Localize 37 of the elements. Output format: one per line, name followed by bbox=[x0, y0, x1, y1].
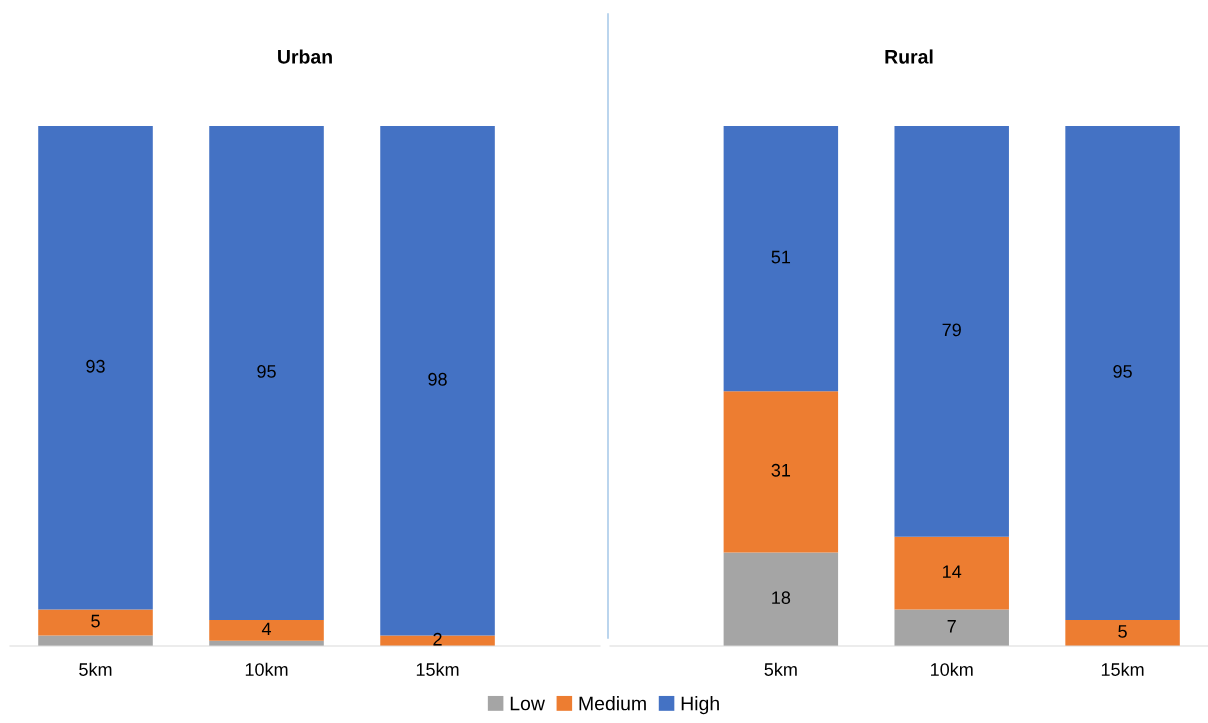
bar bbox=[894, 126, 1009, 537]
bar bbox=[723, 552, 839, 646]
bar bbox=[1065, 620, 1180, 646]
legend-label: High bbox=[681, 696, 719, 715]
data-label: 95 bbox=[1113, 365, 1132, 378]
data-label: 79 bbox=[942, 323, 961, 337]
chart-title: Rural bbox=[885, 49, 933, 64]
x-tick-label: 10km bbox=[245, 662, 288, 676]
bar bbox=[209, 126, 324, 620]
data-label: 95 bbox=[257, 365, 276, 378]
x-tick-label: 10km bbox=[931, 662, 973, 676]
bar bbox=[723, 126, 839, 392]
data-label: 5 bbox=[91, 614, 100, 628]
bar bbox=[38, 609, 153, 636]
bar bbox=[894, 609, 1009, 646]
x-tick-label: 5km bbox=[79, 662, 112, 676]
bar bbox=[723, 391, 839, 553]
data-label: 5 bbox=[1118, 625, 1127, 638]
chart-title: Urban bbox=[278, 49, 332, 64]
x-tick-label: 15km bbox=[1101, 662, 1144, 676]
x-tick-label: 15km bbox=[416, 662, 459, 676]
data-label: 4 bbox=[261, 622, 272, 636]
legend-label: Low bbox=[510, 696, 545, 711]
data-label: 2 bbox=[433, 632, 442, 646]
bar bbox=[1065, 126, 1180, 620]
data-label: 18 bbox=[772, 591, 791, 605]
legend-label: Medium bbox=[579, 696, 646, 711]
data-label: 7 bbox=[947, 620, 956, 633]
data-label: 31 bbox=[771, 463, 791, 477]
bar bbox=[894, 536, 1009, 610]
bar bbox=[38, 126, 153, 610]
x-tick-label: 5km bbox=[764, 662, 797, 676]
data-label: 14 bbox=[943, 565, 962, 578]
data-label: 98 bbox=[428, 372, 447, 386]
data-label: 93 bbox=[86, 359, 105, 373]
data-label: 51 bbox=[771, 250, 791, 264]
bar bbox=[209, 620, 324, 641]
